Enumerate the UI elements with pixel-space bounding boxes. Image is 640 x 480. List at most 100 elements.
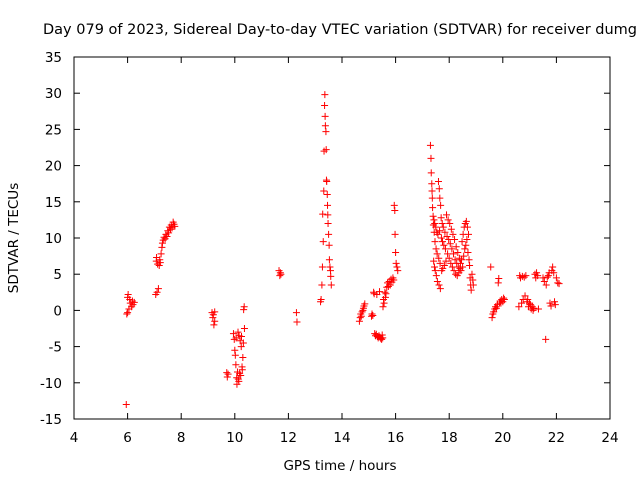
- y-tick-label: 35: [45, 50, 62, 66]
- y-tick-label: 0: [53, 303, 62, 319]
- data-point: [520, 273, 528, 281]
- data-point: [432, 245, 440, 253]
- data-point: [239, 339, 247, 347]
- data-point: [386, 281, 394, 289]
- data-point: [392, 248, 400, 256]
- data-point: [430, 257, 438, 265]
- data-point: [440, 241, 448, 249]
- data-point: [436, 259, 444, 267]
- data-point: [240, 306, 248, 314]
- data-point: [533, 269, 541, 277]
- data-point: [521, 292, 529, 300]
- x-axis-label: GPS time / hours: [283, 458, 396, 474]
- data-point: [223, 373, 231, 381]
- data-point: [490, 308, 498, 316]
- data-point: [318, 281, 326, 289]
- data-point: [292, 309, 300, 317]
- data-point: [437, 234, 445, 242]
- data-point: [446, 220, 454, 228]
- data-point: [462, 217, 470, 225]
- data-point: [554, 279, 562, 287]
- data-point: [547, 302, 555, 310]
- y-tick-label: 20: [45, 159, 62, 175]
- data-point: [155, 262, 163, 270]
- data-point: [321, 122, 329, 130]
- data-point: [463, 223, 471, 231]
- y-axis-label: SDTVAR / TECUs: [6, 183, 22, 293]
- x-tick-label: 18: [441, 430, 458, 446]
- data-point: [325, 241, 333, 249]
- data-point: [445, 254, 453, 262]
- data-point: [437, 201, 445, 209]
- data-point: [439, 223, 447, 231]
- data-point: [453, 272, 461, 280]
- data-point: [442, 257, 450, 265]
- data-point: [448, 263, 456, 271]
- data-point: [542, 335, 550, 343]
- data-point: [450, 267, 458, 275]
- data-point: [435, 185, 443, 193]
- data-point: [392, 259, 400, 267]
- data-point: [124, 309, 132, 317]
- data-point: [323, 178, 331, 186]
- data-point: [156, 259, 164, 267]
- data-point: [464, 248, 472, 256]
- data-point: [551, 298, 559, 306]
- data-point: [233, 374, 241, 382]
- data-point: [466, 262, 474, 270]
- y-tick-label: -5: [49, 340, 62, 356]
- data-point: [325, 230, 333, 238]
- data-point: [449, 250, 457, 258]
- data-point: [430, 216, 438, 224]
- data-point: [546, 299, 554, 307]
- data-point: [238, 366, 246, 374]
- data-point: [158, 243, 166, 251]
- data-point: [326, 263, 334, 271]
- data-point: [443, 211, 451, 219]
- data-point: [436, 194, 444, 202]
- data-point: [540, 277, 548, 285]
- data-point: [327, 281, 335, 289]
- data-point: [552, 274, 560, 282]
- data-point: [276, 269, 284, 277]
- data-point: [130, 298, 138, 306]
- x-tick-label: 4: [70, 430, 79, 446]
- data-point: [321, 91, 329, 99]
- data-point: [391, 206, 399, 214]
- data-point: [551, 301, 559, 309]
- data-point: [432, 223, 440, 231]
- data-point: [458, 256, 466, 264]
- data-point: [435, 254, 443, 262]
- data-point: [154, 285, 162, 293]
- data-point: [384, 283, 392, 291]
- x-tick-label: 20: [494, 430, 511, 446]
- data-point: [495, 275, 503, 283]
- data-point: [158, 239, 166, 247]
- data-point: [437, 214, 445, 222]
- data-point: [378, 331, 386, 339]
- data-point: [230, 335, 238, 343]
- x-tick-label: 12: [280, 430, 297, 446]
- data-point: [447, 225, 455, 233]
- data-point: [378, 335, 386, 343]
- data-point: [237, 343, 245, 351]
- data-point: [390, 276, 398, 284]
- data-point: [528, 303, 536, 311]
- data-point: [238, 332, 245, 340]
- data-points: [122, 91, 563, 409]
- data-point: [432, 272, 440, 280]
- data-point: [240, 325, 248, 332]
- data-point: [544, 272, 552, 280]
- data-point: [324, 220, 332, 228]
- data-point: [276, 272, 284, 280]
- data-point: [549, 263, 557, 271]
- data-point: [468, 270, 476, 278]
- data-point: [428, 187, 436, 195]
- data-point: [434, 178, 442, 186]
- data-point: [441, 245, 449, 253]
- data-point: [428, 194, 436, 202]
- data-point: [224, 370, 232, 378]
- data-point: [469, 281, 477, 289]
- data-point: [444, 216, 452, 224]
